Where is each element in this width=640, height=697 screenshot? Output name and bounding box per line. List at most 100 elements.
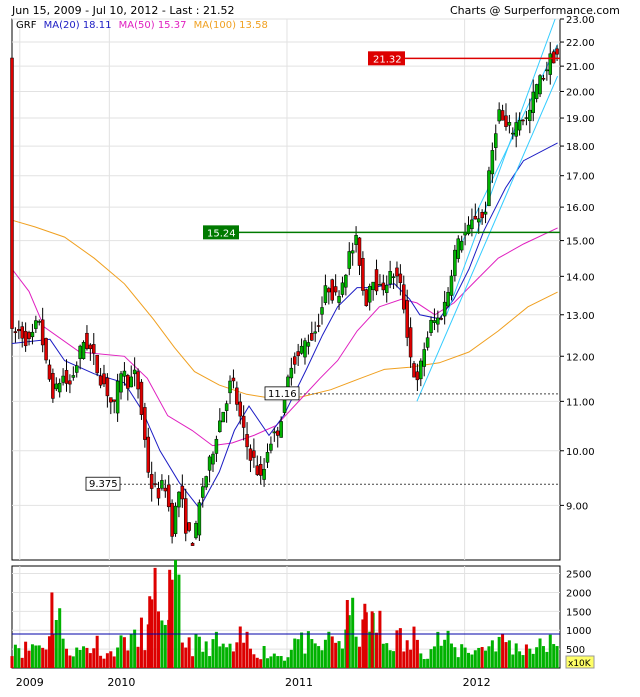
volume-bar (133, 629, 137, 668)
volume-bar (432, 646, 436, 668)
volume-bar (272, 653, 276, 668)
candle (190, 542, 195, 546)
candle-body (402, 284, 406, 310)
candle (354, 226, 358, 253)
volume-bar (225, 647, 229, 668)
level-label-red: 21.32 (373, 54, 402, 65)
volume-bar (47, 636, 51, 668)
volume-bar (41, 647, 45, 668)
candle (149, 461, 154, 502)
candle (23, 322, 28, 352)
volume-bar (197, 636, 201, 668)
volume-bar (174, 559, 178, 668)
candle-body (44, 338, 48, 361)
candle-body (88, 344, 93, 350)
volume-bar (405, 640, 409, 668)
volume-bar (409, 649, 413, 668)
volume-bar (156, 611, 160, 668)
candle-body (204, 476, 208, 488)
candle (344, 273, 348, 296)
candle (442, 290, 447, 325)
candle (429, 316, 433, 337)
candle (306, 334, 311, 355)
candle-body (303, 340, 307, 358)
candle-body (231, 377, 236, 382)
volume-bar (153, 567, 157, 668)
volume-bar (289, 649, 293, 668)
candle (30, 323, 35, 345)
legend-ticker: GRF (16, 20, 37, 31)
candle-body (27, 332, 31, 339)
candle (528, 98, 532, 134)
candle-body (507, 122, 512, 126)
candle-body (187, 522, 191, 531)
volume-bar (112, 656, 116, 668)
candle-body (54, 383, 59, 390)
chart-range-header: Jun 15, 2009 - Jul 10, 2012 - Last : 21.… (12, 4, 235, 17)
candle-body (30, 331, 35, 338)
candle-body (228, 380, 232, 394)
level-badge-red (368, 51, 405, 66)
price-tick-label: 15.00 (566, 237, 595, 248)
candle (381, 274, 386, 296)
candle-body (337, 295, 341, 303)
candle-body (405, 300, 409, 338)
candle (57, 378, 62, 398)
candle-body (13, 331, 18, 334)
chart-credit: Charts @ Surperformance.com (450, 4, 620, 17)
candle (78, 344, 82, 370)
volume-bar (262, 646, 266, 668)
candle (92, 333, 96, 366)
volume-bar (340, 648, 344, 668)
volume-bar (528, 648, 532, 668)
candle (119, 371, 123, 400)
volume-bar (109, 651, 113, 668)
price-panel: 9.00 10.00 11.00 12.00 13.00 14.00 15.00 16.00 1… (10, 15, 595, 561)
candle (272, 427, 277, 442)
volume-bar (361, 619, 365, 668)
volume-bar (419, 653, 423, 668)
candle-body (279, 421, 283, 438)
volume-bar (58, 608, 62, 668)
candle (98, 367, 103, 389)
candle-body (350, 250, 355, 254)
volume-bar (429, 649, 433, 668)
volume-bar (242, 642, 246, 668)
candle (262, 458, 266, 487)
candle-body (71, 375, 76, 378)
candle-body (221, 411, 225, 423)
candle-body (388, 271, 392, 285)
volume-bar (484, 650, 488, 668)
candle-body (20, 326, 24, 339)
volume-bar (402, 651, 406, 668)
price-tick-label: 11.00 (566, 397, 595, 408)
candle (303, 337, 307, 365)
candle (361, 251, 365, 296)
candle (480, 209, 484, 225)
candle (296, 343, 300, 366)
candle-body (313, 331, 317, 334)
candle-body (272, 431, 277, 434)
candle-body (534, 84, 539, 99)
candle-body (190, 542, 195, 546)
candle (425, 331, 430, 351)
x-tick-label: 2012 (463, 676, 491, 689)
ma20-line (11, 142, 558, 510)
candle-body (419, 360, 423, 380)
candle (146, 427, 151, 478)
volume-bar (61, 638, 65, 668)
candle (204, 475, 208, 491)
volume-tick-label: 1000 (566, 626, 591, 637)
candle-body (47, 364, 52, 380)
candle-body (456, 238, 461, 259)
candle (364, 288, 369, 307)
candle (299, 338, 304, 355)
candle (476, 207, 481, 234)
candle-body (310, 333, 314, 341)
price-tick-label: 21.00 (566, 62, 595, 73)
candle (64, 359, 69, 392)
volume-tick-label: 2000 (566, 588, 591, 599)
price-tick-label: 14.00 (566, 272, 595, 283)
candle-body (538, 75, 542, 95)
candle-body (262, 468, 266, 480)
